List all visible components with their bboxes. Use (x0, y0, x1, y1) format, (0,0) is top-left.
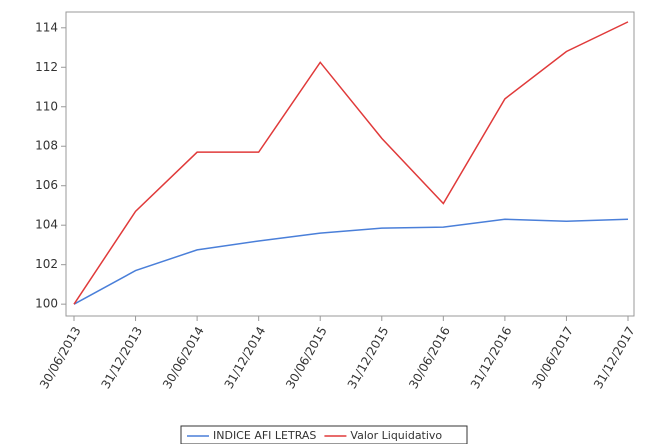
y-tick-label: 114 (35, 20, 58, 34)
series-line (73, 218, 629, 305)
legend: INDICE AFI LETRAS Valor Liquidativo (180, 425, 468, 444)
plot-area (65, 11, 635, 317)
y-tick-label: 100 (35, 297, 58, 311)
x-tick-label: 31/12/2013 (98, 324, 145, 391)
y-tick-label: 110 (35, 99, 58, 113)
y-tick-label: 112 (35, 60, 58, 74)
x-tick-label: 31/12/2015 (345, 324, 392, 391)
legend-box (180, 425, 468, 444)
x-tick-label: 30/06/2014 (160, 324, 207, 391)
x-tick-label: 31/12/2016 (468, 324, 515, 391)
y-tick-label: 102 (35, 257, 58, 271)
series-line (73, 21, 629, 305)
legend-label: INDICE AFI LETRAS (213, 429, 316, 442)
y-tick-label: 106 (35, 178, 58, 192)
y-tick-label: 104 (35, 218, 58, 232)
y-tick-label: 108 (35, 139, 58, 153)
x-tick-label: 30/06/2013 (37, 324, 84, 391)
x-tick-label: 31/12/2017 (591, 324, 638, 391)
x-tick-label: 30/06/2016 (406, 324, 453, 391)
x-tick-label: 30/06/2017 (529, 324, 576, 391)
legend-label: Valor Liquidativo (350, 429, 442, 442)
x-tick-label: 31/12/2014 (222, 324, 269, 391)
x-tick-label: 30/06/2015 (283, 324, 330, 391)
